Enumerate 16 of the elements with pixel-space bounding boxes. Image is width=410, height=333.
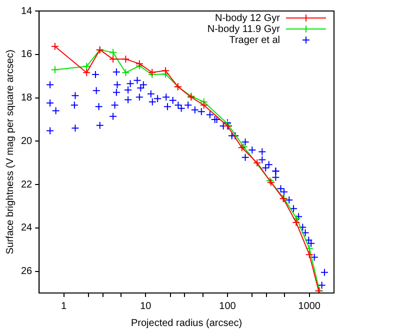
x-axis-title: Projected radius (arcsec) (130, 318, 242, 329)
y-tick-label: 22 (21, 179, 33, 190)
y-tick-label: 18 (21, 92, 33, 104)
legend-label: N-body 12 Gyr (214, 12, 281, 24)
x-tick-label: 1000 (298, 300, 321, 312)
y-tick-label: 24 (21, 222, 33, 234)
y-tick-label: 26 (21, 266, 33, 278)
x-tick-label: 1 (60, 300, 67, 312)
legend-label: N-body 11.9 Gyr (207, 24, 281, 35)
y-tick-label: 16 (21, 49, 33, 60)
x-tick-label: 100 (219, 300, 236, 312)
x-tick-label: 10 (140, 300, 152, 312)
y-tick-label: 14 (21, 6, 33, 17)
y-tick-label: 20 (21, 136, 33, 147)
y-axis-title: Surface brightness (V mag per square arcsec) (4, 50, 16, 254)
legend-label: Trager et al (229, 34, 280, 46)
